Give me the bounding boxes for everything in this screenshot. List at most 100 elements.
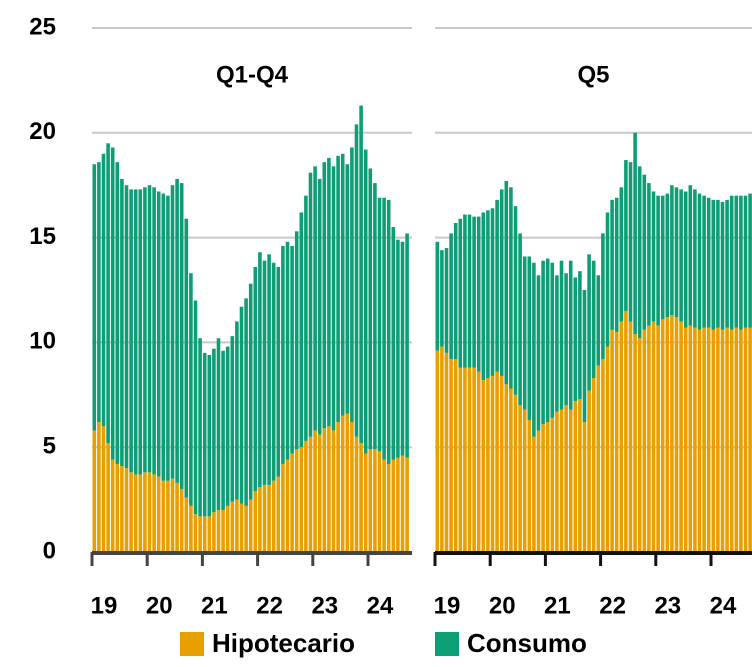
bar-segment bbox=[262, 484, 267, 552]
bar-segment bbox=[509, 388, 513, 552]
bar-segment bbox=[697, 193, 702, 330]
bar-segment bbox=[693, 189, 697, 328]
bar-segment bbox=[120, 466, 124, 552]
bar-segment bbox=[513, 206, 518, 395]
bar-segment bbox=[304, 440, 308, 552]
bar-segment bbox=[481, 380, 486, 552]
bar-segment bbox=[313, 166, 317, 431]
bar-segment bbox=[647, 325, 651, 552]
bar-segment bbox=[253, 266, 258, 492]
bar-segment bbox=[587, 390, 591, 552]
bar-segment bbox=[734, 327, 739, 552]
bar-segment bbox=[679, 321, 683, 552]
bar-segment bbox=[253, 491, 258, 552]
bar-segment bbox=[212, 348, 216, 513]
bar-segment bbox=[527, 256, 532, 420]
bar-segment bbox=[486, 210, 490, 379]
bar-segment bbox=[299, 447, 304, 552]
bar-segment bbox=[106, 143, 110, 444]
bar-segment bbox=[725, 327, 729, 552]
x-tick-label: 21 bbox=[201, 592, 228, 619]
bar-segment bbox=[276, 476, 281, 552]
bar-segment bbox=[239, 503, 244, 552]
bar-segment bbox=[285, 241, 290, 460]
bar-segment bbox=[363, 149, 368, 454]
bar-segment bbox=[271, 262, 276, 481]
bar-segment bbox=[739, 329, 743, 552]
y-tick-label: 0 bbox=[43, 537, 56, 564]
panel-title: Q5 bbox=[577, 61, 609, 88]
bar-segment bbox=[248, 283, 253, 500]
bar-segment bbox=[115, 162, 120, 464]
bar-segment bbox=[230, 336, 235, 502]
bar-segment bbox=[359, 443, 363, 552]
bar-segment bbox=[377, 451, 382, 552]
bar-segment bbox=[202, 516, 207, 552]
bar-segment bbox=[688, 325, 693, 552]
bar-segment bbox=[239, 306, 244, 504]
bar-segment bbox=[601, 359, 605, 552]
bar-segment bbox=[706, 197, 711, 328]
bar-segment bbox=[405, 457, 409, 552]
bar-segment bbox=[331, 430, 336, 552]
bar-segment bbox=[647, 183, 651, 326]
bar-segment bbox=[472, 367, 476, 552]
bar-segment bbox=[711, 199, 716, 330]
bar-segment bbox=[120, 178, 124, 467]
bar-segment bbox=[354, 436, 359, 552]
bar-segment bbox=[660, 319, 665, 552]
bar-segment bbox=[573, 401, 578, 552]
bar-segment bbox=[467, 367, 472, 552]
bar-segment bbox=[400, 455, 405, 552]
bar-segment bbox=[720, 329, 725, 552]
bar-segment bbox=[166, 480, 170, 552]
bar-segment bbox=[396, 457, 400, 552]
bar-segment bbox=[476, 371, 481, 552]
bar-segment bbox=[327, 426, 331, 552]
bar-segment bbox=[614, 331, 619, 552]
bar-segment bbox=[175, 482, 179, 552]
bar-segment bbox=[656, 325, 660, 552]
bar-segment bbox=[340, 153, 345, 416]
bar-segment bbox=[582, 422, 587, 552]
bar-segment bbox=[331, 166, 336, 431]
bar-segment bbox=[440, 346, 444, 552]
bar-segment bbox=[373, 449, 377, 552]
bar-segment bbox=[262, 260, 267, 485]
x-tick-label: 19 bbox=[91, 592, 118, 619]
bar-segment bbox=[170, 478, 175, 552]
bar-segment bbox=[559, 409, 564, 552]
bar-segment bbox=[555, 275, 559, 412]
bar-segment bbox=[541, 260, 545, 425]
x-tick-label: 24 bbox=[710, 592, 737, 619]
bar-segment bbox=[345, 164, 350, 414]
bar-segment bbox=[147, 472, 152, 552]
bar-segment bbox=[444, 352, 449, 552]
bar-segment bbox=[382, 197, 386, 460]
bar-segment bbox=[674, 187, 679, 318]
bar-segment bbox=[440, 250, 444, 347]
bar-segment bbox=[294, 231, 299, 450]
x-tick-label: 22 bbox=[599, 592, 626, 619]
bar-segment bbox=[435, 241, 440, 351]
bar-segment bbox=[97, 422, 101, 552]
bar-segment bbox=[472, 216, 476, 368]
bar-segment bbox=[340, 415, 345, 552]
bar-segment bbox=[578, 398, 582, 552]
bar-segment bbox=[573, 277, 578, 402]
bar-segment bbox=[184, 497, 189, 552]
bar-segment bbox=[161, 480, 166, 552]
bar-segment bbox=[513, 394, 518, 552]
bar-segment bbox=[449, 359, 453, 552]
panel-title: Q1-Q4 bbox=[216, 61, 289, 88]
bar-segment bbox=[179, 183, 184, 490]
bar-segment bbox=[400, 241, 405, 456]
bar-segment bbox=[555, 411, 559, 552]
bar-segment bbox=[322, 162, 327, 429]
bar-segment bbox=[216, 510, 221, 552]
bar-segment bbox=[354, 124, 359, 437]
bar-segment bbox=[435, 350, 440, 552]
bar-segment bbox=[133, 189, 138, 475]
bar-segment bbox=[670, 185, 674, 316]
bar-segment bbox=[628, 162, 633, 322]
